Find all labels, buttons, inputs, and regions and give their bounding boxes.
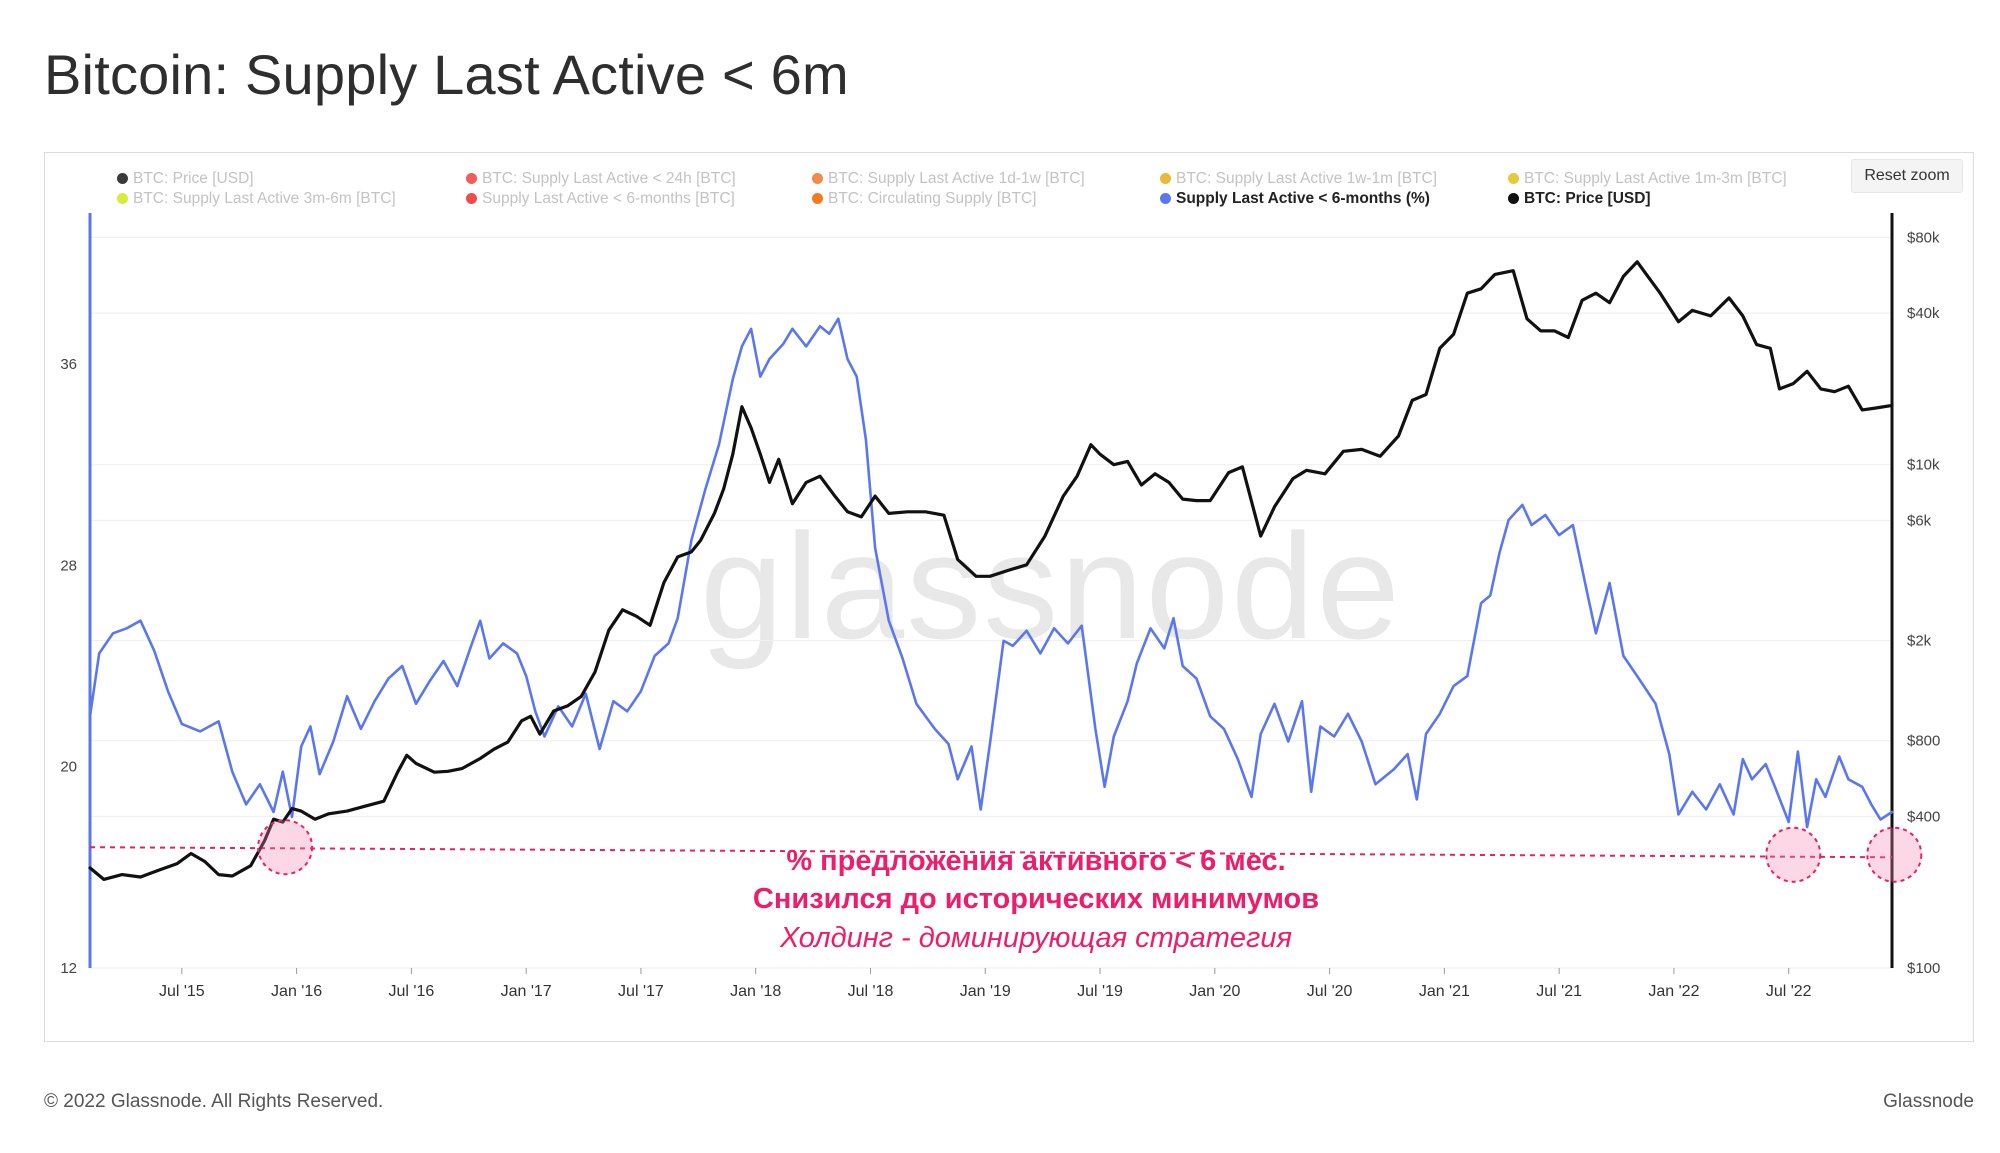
legend-dot-icon — [1508, 173, 1519, 184]
x-axis-tick-label: Jan '17 — [501, 983, 552, 1000]
legend-item-4[interactable]: BTC: Supply Last Active 1m-3m [BTC] — [1508, 170, 1787, 188]
legend-dot-icon — [812, 193, 823, 204]
legend-dot-icon — [466, 173, 477, 184]
legend-label: BTC: Supply Last Active 1m-3m [BTC] — [1524, 170, 1787, 187]
right-axis-tick-label: $10k — [1907, 457, 1940, 474]
x-axis-tick-label: Jan '20 — [1189, 983, 1240, 1000]
left-axis-tick-label: 28 — [60, 557, 77, 574]
reset-zoom-button[interactable]: Reset zoom — [1851, 159, 1963, 193]
highlight-circle-late-2022 — [1866, 826, 1923, 883]
legend-label: BTC: Supply Last Active < 24h [BTC] — [482, 170, 736, 187]
x-axis-tick-label: Jul '16 — [389, 983, 435, 1000]
legend-label: BTC: Price [USD] — [1524, 190, 1651, 207]
x-axis-tick-label: Jan '19 — [960, 983, 1011, 1000]
x-axis-tick-label: Jan '22 — [1648, 983, 1699, 1000]
x-axis-tick-label: Jul '21 — [1536, 983, 1582, 1000]
highlight-circle-jul-2022 — [1765, 826, 1822, 883]
watermark: glassnode — [700, 502, 1402, 670]
legend-item-2[interactable]: BTC: Supply Last Active 1d-1w [BTC] — [812, 170, 1085, 188]
series-supply-line — [88, 317, 1894, 829]
x-axis-tick-label: Jul '17 — [618, 983, 664, 1000]
legend-dot-icon — [466, 193, 477, 204]
annotation-line-3: Холдинг - доминирующая стратегия — [780, 922, 1292, 954]
series-price-line — [88, 260, 1894, 881]
legend-label: BTC: Supply Last Active 1d-1w [BTC] — [828, 170, 1085, 187]
axes: 12 20 28 36 $100 $400 $800 $2k $6k $10k $40k $80k Ju… — [60, 213, 1940, 1000]
legend-item-6[interactable]: Supply Last Active < 6-months [BTC] — [466, 190, 735, 208]
right-axis-tick-label: $2k — [1907, 633, 1932, 650]
left-axis-tick-label: 12 — [60, 960, 77, 977]
legend-item-3[interactable]: BTC: Supply Last Active 1w-1m [BTC] — [1160, 170, 1437, 188]
right-axis-tick-label: $100 — [1907, 960, 1940, 977]
legend-dot-icon — [117, 173, 128, 184]
legend-dot-icon — [1508, 193, 1519, 204]
legend-item-1[interactable]: BTC: Supply Last Active < 24h [BTC] — [466, 170, 736, 188]
right-axis-tick-label: $80k — [1907, 229, 1940, 246]
legend-dot-icon — [812, 173, 823, 184]
left-axis-tick-label: 36 — [60, 356, 77, 373]
legend-dot-icon — [1160, 173, 1171, 184]
left-axis-tick-label: 20 — [60, 759, 77, 776]
legend-label: Supply Last Active < 6-months (%) — [1176, 190, 1430, 207]
x-axis-tick-label: Jan '21 — [1419, 983, 1470, 1000]
legend-label: BTC: Supply Last Active 1w-1m [BTC] — [1176, 170, 1438, 187]
right-axis-tick-label: $800 — [1907, 733, 1940, 750]
legend-item-5[interactable]: BTC: Supply Last Active 3m-6m [BTC] — [117, 190, 396, 208]
highlight-circle-2015 — [257, 819, 314, 876]
legend-item-0[interactable]: BTC: Price [USD] — [117, 170, 254, 188]
annotation-line-1: % предложения активного < 6 мес. — [786, 845, 1286, 877]
legend-label: Supply Last Active < 6-months [BTC] — [482, 190, 735, 207]
legend-label: BTC: Supply Last Active 3m-6m [BTC] — [133, 190, 396, 207]
x-axis-tick-label: Jan '16 — [271, 983, 322, 1000]
historic-low-line — [89, 846, 1893, 859]
x-axis-tick-label: Jul '19 — [1077, 983, 1123, 1000]
footer-copyright: © 2022 Glassnode. All Rights Reserved. — [44, 1091, 384, 1112]
right-axis-tick-label: $6k — [1907, 512, 1932, 529]
right-axis-tick-label: $40k — [1907, 305, 1940, 322]
legend-item-8[interactable]: Supply Last Active < 6-months (%) — [1160, 190, 1430, 208]
reference-lines — [89, 846, 1893, 859]
legend-label: BTC: Circulating Supply [BTC] — [828, 190, 1037, 207]
x-axis-tick-label: Jul '18 — [848, 983, 894, 1000]
chart-frame — [44, 152, 1974, 1042]
series-lines — [88, 260, 1894, 881]
legend-item-7[interactable]: BTC: Circulating Supply [BTC] — [812, 190, 1036, 208]
footer-brand: Glassnode — [1883, 1091, 1974, 1112]
legend-dot-icon — [117, 193, 128, 204]
legend-item-9[interactable]: BTC: Price [USD] — [1508, 190, 1651, 208]
highlights — [257, 819, 1923, 883]
x-axis-tick-label: Jul '15 — [159, 983, 205, 1000]
x-axis-tick-label: Jan '18 — [730, 983, 781, 1000]
legend-label: BTC: Price [USD] — [133, 170, 254, 187]
annotation-line-2: Снизился до исторических минимумов — [752, 883, 1320, 915]
page-title: Bitcoin: Supply Last Active < 6m — [44, 43, 849, 106]
legend-dot-icon — [1160, 193, 1171, 204]
x-axis-tick-label: Jul '20 — [1307, 983, 1353, 1000]
x-axis-tick-label: Jul '22 — [1766, 983, 1812, 1000]
right-axis-tick-label: $400 — [1907, 808, 1940, 825]
